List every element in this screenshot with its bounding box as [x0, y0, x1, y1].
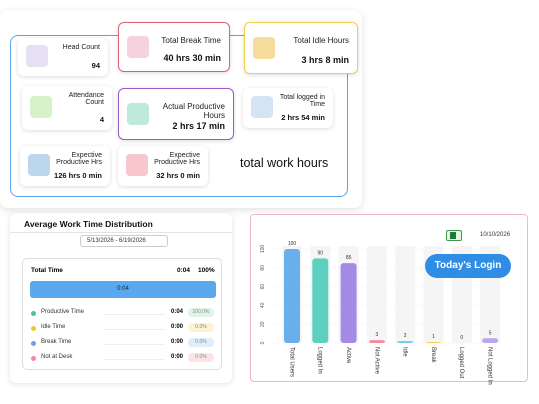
value-label: 1: [432, 334, 435, 340]
row-line: [103, 344, 165, 345]
bar: [284, 249, 300, 343]
stat-label: Total Break Time: [161, 36, 221, 45]
stat-card: Attendance Count 4: [22, 86, 112, 130]
bar-background: [366, 246, 387, 343]
y-tick-label: 80: [260, 265, 266, 271]
x-tick-label: Logged In: [317, 347, 323, 374]
stat-value: 3 hrs 8 min: [301, 55, 349, 65]
row-label: Idle Time: [41, 324, 66, 330]
value-label: 100: [288, 241, 297, 247]
row-label: Not at Desk: [41, 354, 73, 360]
row-line: [103, 314, 165, 315]
total-percent: 100%: [198, 267, 215, 274]
stat-value: 2 hrs 54 min: [281, 113, 325, 122]
value-label: 85: [346, 255, 352, 261]
bar: [425, 342, 442, 343]
y-tick-label: 0: [260, 341, 266, 344]
value-label: 3: [376, 332, 379, 338]
x-tick-label: Break: [430, 347, 436, 364]
excel-icon[interactable]: [446, 230, 462, 241]
stat-icon: [251, 96, 273, 118]
total-bar: 0:04: [30, 281, 216, 298]
date-range[interactable]: 5/13/2026 - 6/19/2026: [80, 235, 168, 247]
x-tick-label: Not Active: [373, 347, 379, 375]
stat-card: Actual Productive Hours 2 hrs 17 min: [118, 88, 234, 140]
bar: [368, 340, 385, 343]
total-label: Total Time: [31, 267, 63, 274]
bar: [340, 263, 357, 343]
stat-label: Actual Productive Hours: [162, 102, 225, 120]
divider: [10, 232, 232, 233]
x-tick-label: Active: [345, 347, 351, 364]
row-dot: [31, 311, 36, 316]
value-label: 90: [318, 250, 324, 256]
distribution-card: Total Time 0:04 100% 0:04 Productive Tim…: [22, 258, 222, 370]
todays-login-button[interactable]: Today's Login: [425, 254, 511, 278]
stat-icon: [30, 96, 52, 118]
login-date: 10/10/2026: [480, 232, 511, 238]
stat-icon: [127, 36, 149, 58]
x-tick-label: Idle: [402, 347, 408, 357]
bar: [312, 258, 329, 343]
total-time: 0:04: [177, 267, 191, 274]
stat-card: Head Count 94: [18, 38, 108, 76]
x-tick-label: Not Logged In: [487, 347, 493, 385]
stat-card: Total logged in Time 2 hrs 54 min: [243, 88, 333, 128]
stat-card: Total Break Time 40 hrs 30 min: [118, 22, 230, 72]
stat-label: Total logged in Time: [279, 94, 325, 108]
stat-icon: [253, 37, 275, 59]
value-label: 0: [460, 335, 463, 341]
stat-card: Total Idle Hours 3 hrs 8 min: [244, 22, 358, 74]
row-label: Productive Time: [41, 309, 85, 315]
stat-icon: [26, 45, 48, 67]
stat-label: Head Count: [62, 44, 100, 51]
row-label: Break Time: [41, 339, 72, 345]
row-percent: 100.0%: [188, 308, 214, 317]
stat-icon: [28, 154, 50, 176]
distribution-title: Average Work Time Distribution: [24, 219, 153, 229]
row-dot: [31, 341, 36, 346]
stat-value: 4: [99, 115, 104, 124]
y-tick-label: 60: [260, 284, 266, 290]
y-tick-label: 20: [260, 321, 266, 327]
x-tick-label: Logged Out: [458, 347, 464, 379]
stat-value: 126 hrs 0 min: [54, 171, 102, 180]
stat-label: Total Idle Hours: [293, 36, 349, 45]
bar: [397, 341, 414, 343]
row-dot: [31, 356, 36, 361]
row-dot: [31, 326, 36, 331]
row-time: 0:00: [171, 354, 184, 360]
stat-label: Attendance Count: [68, 92, 104, 106]
y-tick-label: 100: [260, 245, 266, 254]
row-percent: 0.0%: [188, 338, 214, 347]
stat-value: 40 hrs 30 min: [163, 53, 221, 63]
stat-value: 2 hrs 17 min: [172, 121, 225, 131]
stat-icon: [127, 103, 149, 125]
stat-card: Expective Productive Hrs 32 hrs 0 min: [118, 146, 208, 186]
stat-label: Expective Productive Hrs: [56, 152, 102, 166]
value-label: 5: [489, 330, 492, 336]
stat-value: 94: [91, 61, 100, 70]
row-line: [103, 329, 165, 330]
distribution-panel: Average Work Time Distribution 5/13/2026…: [10, 213, 232, 383]
row-time: 0:00: [171, 339, 184, 345]
row-line: [103, 359, 165, 360]
value-label: 2: [404, 333, 407, 339]
row-time: 0:04: [171, 309, 184, 315]
stat-label: Expective Productive Hrs: [154, 152, 200, 166]
x-tick-label: Total Users: [288, 347, 294, 377]
row-time: 0:00: [171, 324, 184, 330]
bar-background: [395, 246, 416, 343]
row-percent: 0.0%: [188, 323, 214, 332]
stat-value: 32 hrs 0 min: [156, 171, 200, 180]
y-tick-label: 40: [260, 302, 266, 308]
stat-icon: [126, 154, 148, 176]
bar: [482, 338, 499, 343]
stat-card: Expective Productive Hrs 126 hrs 0 min: [20, 146, 110, 186]
note: total work hours: [240, 156, 329, 170]
row-percent: 0.0%: [188, 353, 214, 362]
